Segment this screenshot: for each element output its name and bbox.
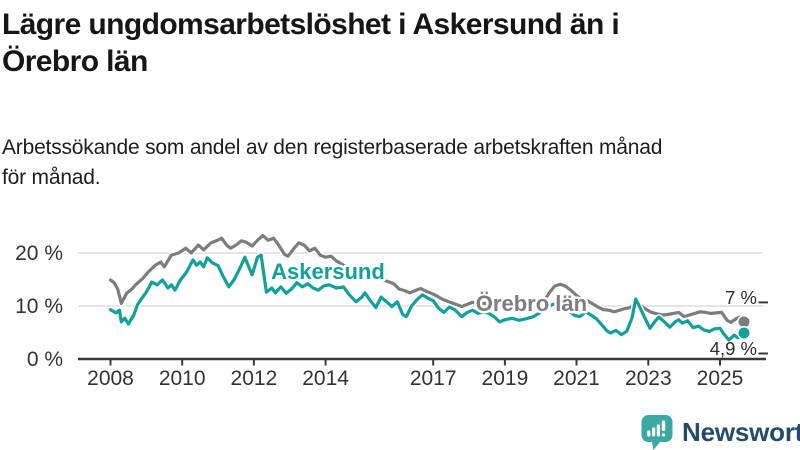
- end-dot-askersund: [737, 326, 751, 340]
- x-axis-tick-label: 2010: [159, 367, 206, 390]
- series-line-askersund: [108, 253, 746, 342]
- y-axis-tick-label: 0 %: [27, 348, 63, 371]
- end-value-label-askersund: 4,9 %: [710, 338, 757, 359]
- chart-subtitle: Arbetssökande som andel av den registerb…: [2, 136, 663, 189]
- end-value-label--rebro-l-n: 7 %: [725, 287, 757, 308]
- x-axis-tick-label: 2023: [625, 367, 672, 390]
- logo-text: Newsworthy: [682, 417, 800, 447]
- x-axis-tick-label: 2017: [410, 367, 457, 390]
- x-axis-tick-label: 2008: [87, 367, 134, 390]
- x-axis-tick-label: 2025: [697, 367, 744, 390]
- chart-title: Lägre ungdomsarbetslöshet i Askersund än…: [2, 8, 620, 78]
- series-line--rebro-l-n: [108, 233, 746, 324]
- y-axis-tick-label: 20 %: [15, 242, 63, 265]
- x-axis-tick-label: 2014: [302, 367, 349, 390]
- series-label-askersund: Askersund: [271, 259, 385, 284]
- series-label--rebro-l-n: Örebro län: [476, 291, 587, 316]
- x-axis-tick-label: 2019: [482, 367, 529, 390]
- bar-chart-speech-bubble-icon: [641, 414, 673, 450]
- x-axis-tick-label: 2012: [231, 367, 278, 390]
- newsworthy-logo: Newsworthy: [641, 414, 800, 450]
- x-axis-tick-label: 2021: [553, 367, 600, 390]
- y-axis-tick-label: 10 %: [15, 295, 63, 318]
